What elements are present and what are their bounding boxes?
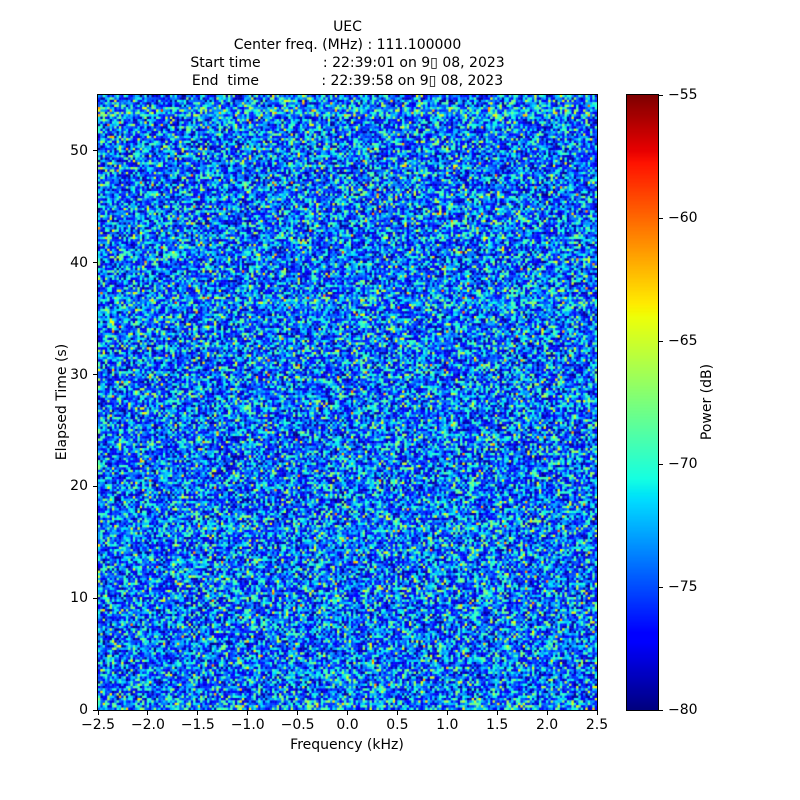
plot-area bbox=[97, 94, 598, 711]
y-tick-label: 30 bbox=[70, 366, 88, 383]
colorbar-tick-mark bbox=[659, 94, 663, 96]
x-tick-label: 1.5 bbox=[486, 717, 509, 733]
x-tick-label: −2.0 bbox=[130, 717, 165, 733]
colorbar-tick-mark bbox=[659, 340, 663, 342]
y-tick-mark bbox=[93, 374, 97, 376]
y-tick-label: 40 bbox=[70, 254, 88, 271]
x-axis-label: Frequency (kHz) bbox=[290, 737, 404, 753]
chart-title: UEC bbox=[333, 19, 362, 35]
x-tick-mark bbox=[546, 711, 548, 715]
y-tick-mark bbox=[93, 709, 97, 711]
colorbar-tick-label: −55 bbox=[668, 87, 698, 103]
y-tick-label: 10 bbox=[70, 590, 88, 607]
header-start-time: Start time : 22:39:01 on 9▯ 08, 2023 bbox=[190, 55, 505, 71]
y-tick-label: 0 bbox=[79, 702, 88, 718]
colorbar-label: Power (dB) bbox=[699, 363, 715, 441]
x-tick-mark bbox=[97, 711, 99, 715]
colorbar-tick-label: −70 bbox=[668, 456, 698, 472]
header-end-time: End time : 22:39:58 on 9▯ 08, 2023 bbox=[191, 73, 504, 89]
x-tick-mark bbox=[197, 711, 199, 715]
colorbar-tick-mark bbox=[659, 463, 663, 465]
x-tick-label: 0.0 bbox=[336, 717, 359, 733]
chart-header: UEC Center freq. (MHz) : 111.100000 Star… bbox=[98, 18, 597, 90]
header-center-freq: Center freq. (MHz) : 111.100000 bbox=[233, 37, 462, 53]
colorbar-tick-label: −60 bbox=[668, 210, 698, 226]
colorbar-canvas bbox=[627, 95, 658, 710]
x-tick-label: 1.0 bbox=[436, 717, 459, 733]
x-tick-mark bbox=[396, 711, 398, 715]
y-tick-label: 50 bbox=[70, 142, 88, 159]
x-tick-label: −1.5 bbox=[180, 717, 215, 733]
x-tick-mark bbox=[297, 711, 299, 715]
spectrogram-canvas bbox=[98, 95, 597, 710]
x-tick-mark bbox=[596, 711, 598, 715]
x-tick-mark bbox=[247, 711, 249, 715]
colorbar-tick-label: −65 bbox=[668, 333, 698, 349]
colorbar-tick-label: −75 bbox=[668, 579, 698, 595]
colorbar-tick-mark bbox=[659, 586, 663, 588]
x-tick-mark bbox=[347, 711, 348, 715]
y-axis-label: Elapsed Time (s) bbox=[54, 343, 70, 461]
y-tick-mark bbox=[93, 262, 97, 264]
x-tick-label: −0.5 bbox=[280, 717, 315, 733]
x-tick-label: −1.0 bbox=[230, 717, 265, 733]
x-tick-label: 0.5 bbox=[386, 717, 409, 733]
y-tick-mark bbox=[93, 597, 97, 599]
x-tick-mark bbox=[496, 711, 498, 715]
y-tick-label: 20 bbox=[70, 478, 88, 495]
y-tick-mark bbox=[93, 485, 97, 487]
y-tick-mark bbox=[93, 150, 97, 152]
x-tick-label: −2.5 bbox=[81, 717, 115, 733]
colorbar-tick-mark bbox=[659, 709, 663, 711]
x-tick-mark bbox=[446, 711, 448, 715]
x-tick-label: 2.5 bbox=[585, 717, 609, 733]
x-tick-label: 2.0 bbox=[535, 717, 559, 733]
x-tick-mark bbox=[147, 711, 149, 715]
colorbar-tick-mark bbox=[659, 217, 663, 219]
colorbar bbox=[626, 94, 659, 711]
colorbar-tick-label: −80 bbox=[668, 702, 698, 718]
